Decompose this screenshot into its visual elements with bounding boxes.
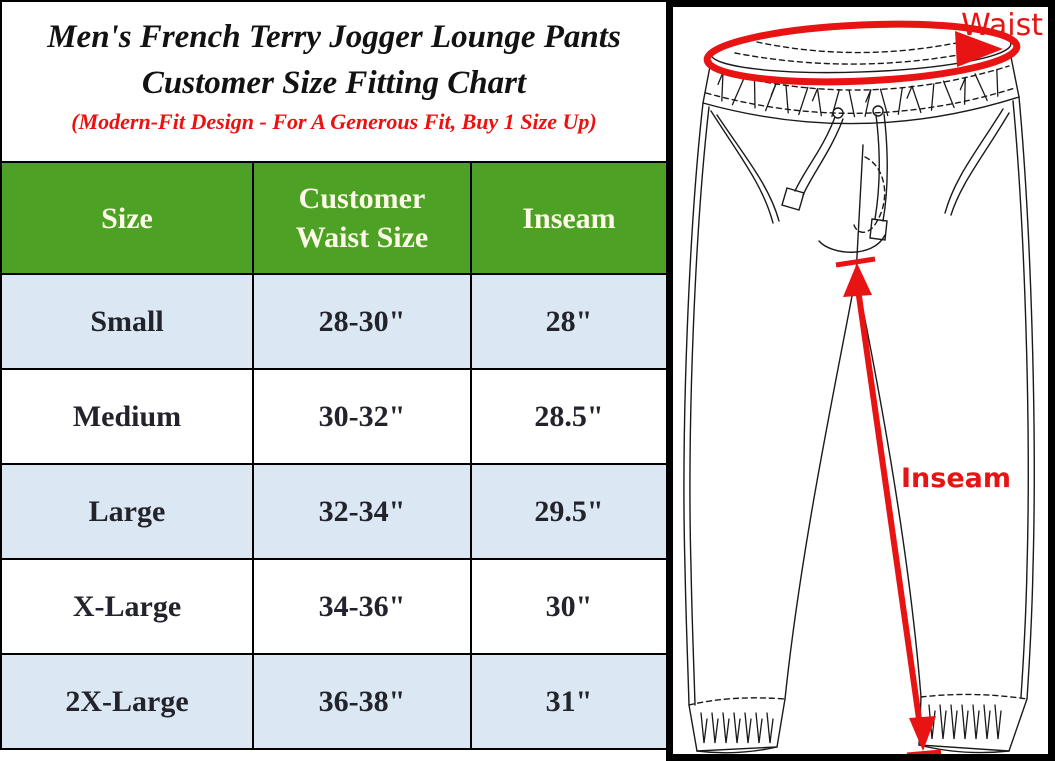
cell-waist: 32-34" [252,463,472,560]
cell-size: Medium [0,368,254,465]
cell-size: Large [0,463,254,560]
inseam-bottom-bar [906,749,942,754]
table-header-row: Size Customer Waist Size Inseam [0,161,668,275]
cell-inseam: 28" [470,273,668,370]
cell-size: X-Large [0,558,254,655]
page-title-line1: Men's French Terry Jogger Lounge Pants [47,19,621,55]
waist-label: Waist [961,8,1043,43]
inseam-arrow-line [855,288,924,734]
inseam-arrowhead-bottom [909,716,936,751]
pants-outline [683,24,1035,754]
cell-inseam: 28.5" [470,368,668,465]
fit-note-subtitle: (Modern-Fit Design - For A Generous Fit,… [71,109,597,135]
table-row: X-Large 34-36" 30" [0,558,668,655]
cell-waist: 36-38" [252,653,472,750]
pants-diagram: Waist Inseam [666,0,1055,761]
header-size: Size [0,161,254,275]
size-table: Size Customer Waist Size Inseam Small 28… [0,161,668,750]
cell-size: Small [0,273,254,370]
chart-left-panel: Men's French Terry Jogger Lounge Pants C… [0,0,668,750]
waist-arrowhead [955,31,1003,67]
page-title-line2: Customer Size Fitting Chart [141,64,527,101]
cell-waist: 28-30" [252,273,472,370]
cell-waist: 30-32" [252,368,472,465]
jogger-pants-sketch [683,20,1035,754]
table-row: 2X-Large 36-38" 31" [0,653,668,750]
table-row: Medium 30-32" 28.5" [0,368,668,465]
cell-inseam: 29.5" [470,463,668,560]
inseam-arrowhead-top [843,263,872,297]
header-customer-waist-size: Customer Waist Size [252,161,472,275]
inseam-top-bar [835,256,876,268]
red-annotations [703,20,1021,754]
cell-inseam: 31" [470,653,668,750]
title-block: Men's French Terry Jogger Lounge Pants C… [0,0,666,161]
cell-waist: 34-36" [252,558,472,655]
table-row: Small 28-30" 28" [0,273,668,370]
inseam-label: Inseam [901,463,1012,494]
cell-inseam: 30" [470,558,668,655]
header-inseam: Inseam [470,161,668,275]
cell-size: 2X-Large [0,653,254,750]
waist-ellipse-annotation [703,20,1021,86]
table-row: Large 32-34" 29.5" [0,463,668,560]
